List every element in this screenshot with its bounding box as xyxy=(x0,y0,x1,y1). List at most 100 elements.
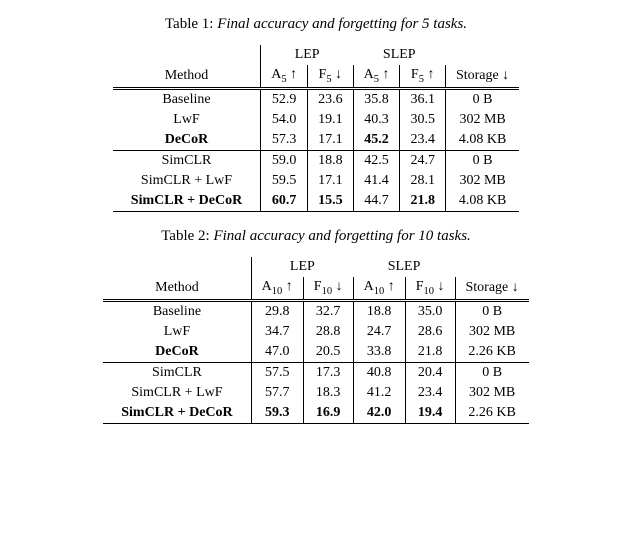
table-cell: 302 MB xyxy=(445,171,519,191)
table-cell: 302 MB xyxy=(455,322,529,342)
table-cell: 0 B xyxy=(455,300,529,322)
table-cell: 24.7 xyxy=(400,150,446,171)
table-cell: 41.4 xyxy=(353,171,400,191)
table-cell: SimCLR xyxy=(103,362,251,383)
table2-lep-a-header: A10 ↑ xyxy=(251,277,303,300)
table1-caption: Table 1: Final accuracy and forgetting f… xyxy=(20,16,612,33)
table-cell: 4.08 KB xyxy=(445,130,519,151)
table-row: SimCLR + DeCoR59.316.942.019.42.26 KB xyxy=(103,403,529,424)
table-cell: 59.5 xyxy=(261,171,308,191)
table-cell: 35.8 xyxy=(353,88,400,110)
table2-header-row1: LEP SLEP xyxy=(103,257,529,277)
table-cell: Baseline xyxy=(113,88,261,110)
table-cell: SimCLR + LwF xyxy=(113,171,261,191)
table-cell: 0 B xyxy=(455,362,529,383)
table1-empty-header xyxy=(113,45,261,65)
table2-slep-a-header: A10 ↑ xyxy=(353,277,405,300)
table-cell: 41.2 xyxy=(353,383,405,403)
table-cell: 54.0 xyxy=(261,110,308,130)
table-cell: 23.4 xyxy=(400,130,446,151)
table-cell: 35.0 xyxy=(405,300,455,322)
table-cell: 34.7 xyxy=(251,322,303,342)
table-cell: 18.8 xyxy=(308,150,354,171)
table-cell: 16.9 xyxy=(303,403,353,424)
table-cell: SimCLR + LwF xyxy=(103,383,251,403)
table-row: SimCLR57.517.340.820.40 B xyxy=(103,362,529,383)
table2-empty-header xyxy=(103,257,251,277)
table-cell: 24.7 xyxy=(353,322,405,342)
table2-slep-f-header: F10 ↓ xyxy=(405,277,455,300)
table2-caption-label: Table 2: xyxy=(161,228,210,244)
table-cell: 45.2 xyxy=(353,130,400,151)
table-row: LwF34.728.824.728.6302 MB xyxy=(103,322,529,342)
table-cell: 17.1 xyxy=(308,171,354,191)
table-cell: 28.8 xyxy=(303,322,353,342)
table-row: SimCLR59.018.842.524.70 B xyxy=(113,150,519,171)
table-cell: 28.1 xyxy=(400,171,446,191)
table-row: DeCoR47.020.533.821.82.26 KB xyxy=(103,342,529,363)
table1-storage-empty xyxy=(445,45,519,65)
table-cell: 21.8 xyxy=(405,342,455,363)
table2: LEP SLEP Method A10 ↑ F10 ↓ A10 ↑ F10 ↓ … xyxy=(103,257,529,424)
table-cell: 42.5 xyxy=(353,150,400,171)
table-row: LwF54.019.140.330.5302 MB xyxy=(113,110,519,130)
table-cell: DeCoR xyxy=(103,342,251,363)
table2-storage-empty xyxy=(455,257,529,277)
table-cell: LwF xyxy=(103,322,251,342)
table-cell: 18.3 xyxy=(303,383,353,403)
table-cell: 0 B xyxy=(445,88,519,110)
table2-caption: Table 2: Final accuracy and forgetting f… xyxy=(20,228,612,245)
table-row: SimCLR + DeCoR60.715.544.721.84.08 KB xyxy=(113,191,519,212)
table-cell: 59.3 xyxy=(251,403,303,424)
table2-header-row2: Method A10 ↑ F10 ↓ A10 ↑ F10 ↓ Storage ↓ xyxy=(103,277,529,300)
table-cell: 40.3 xyxy=(353,110,400,130)
table-cell: 47.0 xyxy=(251,342,303,363)
table-cell: SimCLR xyxy=(113,150,261,171)
table1: LEP SLEP Method A5 ↑ F5 ↓ A5 ↑ F5 ↑ Stor… xyxy=(113,45,519,212)
table-cell: 60.7 xyxy=(261,191,308,212)
table-cell: 57.7 xyxy=(251,383,303,403)
table-cell: 30.5 xyxy=(400,110,446,130)
table1-slep-a-header: A5 ↑ xyxy=(353,65,400,88)
table-cell: 19.4 xyxy=(405,403,455,424)
table-row: DeCoR57.317.145.223.44.08 KB xyxy=(113,130,519,151)
table-cell: 18.8 xyxy=(353,300,405,322)
table-cell: 20.5 xyxy=(303,342,353,363)
table-cell: 21.8 xyxy=(400,191,446,212)
table-cell: 20.4 xyxy=(405,362,455,383)
table-cell: 23.6 xyxy=(308,88,354,110)
table2-caption-text: Final accuracy and forgetting for 10 tas… xyxy=(210,228,471,244)
table1-caption-label: Table 1: xyxy=(165,16,214,32)
table1-lep-f-header: F5 ↓ xyxy=(308,65,354,88)
table-cell: 52.9 xyxy=(261,88,308,110)
table1-storage-header: Storage ↓ xyxy=(445,65,519,88)
table-cell: 40.8 xyxy=(353,362,405,383)
table1-slep-f-header: F5 ↑ xyxy=(400,65,446,88)
table1-method-header: Method xyxy=(113,65,261,88)
table-cell: 2.26 KB xyxy=(455,342,529,363)
table-row: Baseline52.923.635.836.10 B xyxy=(113,88,519,110)
table-cell: 17.1 xyxy=(308,130,354,151)
table2-storage-header: Storage ↓ xyxy=(455,277,529,300)
table-cell: 19.1 xyxy=(308,110,354,130)
table-cell: LwF xyxy=(113,110,261,130)
table-cell: 4.08 KB xyxy=(445,191,519,212)
table2-slep-header: SLEP xyxy=(353,257,455,277)
table-row: Baseline29.832.718.835.00 B xyxy=(103,300,529,322)
table-cell: 32.7 xyxy=(303,300,353,322)
table1-slep-header: SLEP xyxy=(353,45,445,65)
table-cell: 302 MB xyxy=(455,383,529,403)
table2-lep-f-header: F10 ↓ xyxy=(303,277,353,300)
table-cell: 29.8 xyxy=(251,300,303,322)
table-cell: 33.8 xyxy=(353,342,405,363)
table2-method-header: Method xyxy=(103,277,251,300)
table-cell: SimCLR + DeCoR xyxy=(103,403,251,424)
table-cell: DeCoR xyxy=(113,130,261,151)
table-cell: 15.5 xyxy=(308,191,354,212)
table-cell: 302 MB xyxy=(445,110,519,130)
table2-lep-header: LEP xyxy=(251,257,353,277)
table-cell: 57.5 xyxy=(251,362,303,383)
table1-caption-text: Final accuracy and forgetting for 5 task… xyxy=(213,16,467,32)
table-cell: 17.3 xyxy=(303,362,353,383)
table-row: SimCLR + LwF59.517.141.428.1302 MB xyxy=(113,171,519,191)
